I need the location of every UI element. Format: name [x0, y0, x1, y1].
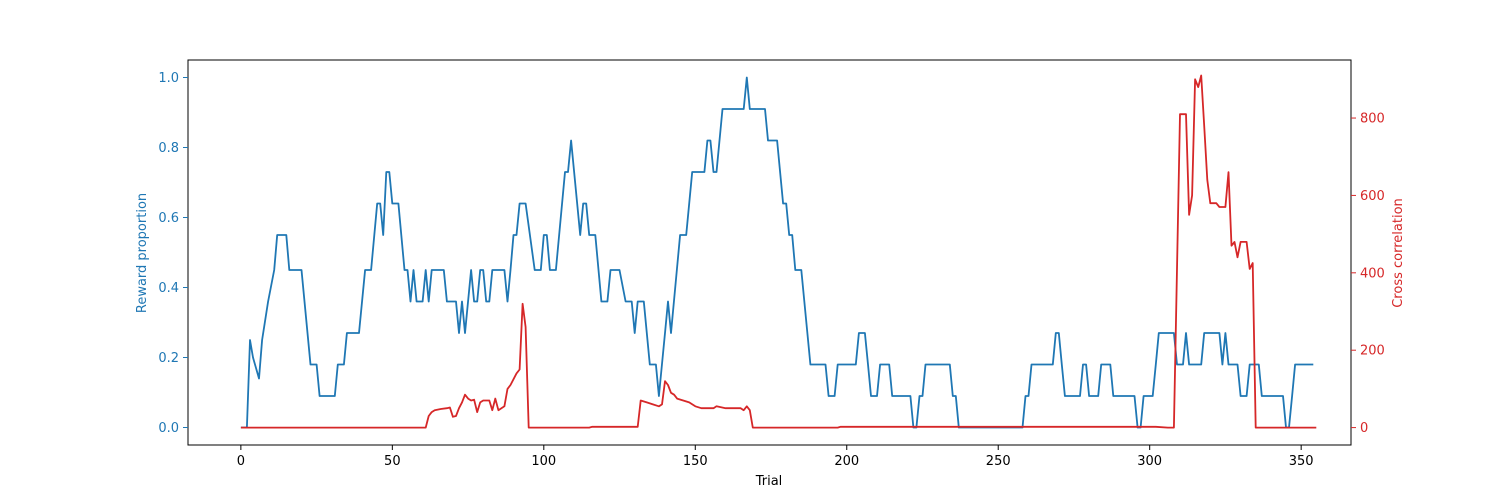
y-left-tick-label: 0.8 — [158, 141, 179, 156]
plot-lines — [240, 74, 1317, 429]
y-right-tick-label: 400 — [1360, 266, 1385, 281]
y-left-tick-label: 0.2 — [158, 351, 179, 366]
axes-frame — [187, 59, 1352, 446]
y-right-tick-label: 800 — [1360, 112, 1385, 127]
y-left-tick-label: 0.0 — [158, 421, 179, 436]
x-tick-label: 300 — [1137, 454, 1162, 469]
y-left-axis-label: Reward proportion — [135, 193, 150, 313]
x-tick-label: 100 — [531, 454, 556, 469]
x-tick-label: 200 — [834, 454, 859, 469]
y-right-axis-ticks: 0 200 400 600 800 — [1351, 112, 1385, 436]
y-left-tick-label: 1.0 — [158, 71, 179, 86]
y-right-tick-label: 200 — [1360, 344, 1385, 359]
y-right-tick-label: 0 — [1360, 421, 1368, 436]
cross-correlation-line — [240, 74, 1317, 429]
y-left-tick-label: 0.6 — [158, 211, 179, 226]
x-tick-label: 250 — [986, 454, 1011, 469]
reward-proportion-line — [240, 76, 1314, 429]
y-right-tick-label: 600 — [1360, 189, 1385, 204]
x-tick-label: 350 — [1289, 454, 1314, 469]
x-tick-label: 0 — [237, 454, 245, 469]
x-tick-label: 150 — [683, 454, 708, 469]
y-left-axis-ticks: 0.0 0.2 0.4 0.6 0.8 1.0 — [158, 71, 188, 436]
x-tick-label: 50 — [384, 454, 401, 469]
y-right-axis-label: Cross correlation — [1391, 198, 1406, 308]
x-axis-ticks: 0 50 100 150 200 250 300 350 — [237, 445, 1314, 469]
x-axis-label: Trial — [755, 474, 783, 489]
y-left-tick-label: 0.4 — [158, 281, 179, 296]
